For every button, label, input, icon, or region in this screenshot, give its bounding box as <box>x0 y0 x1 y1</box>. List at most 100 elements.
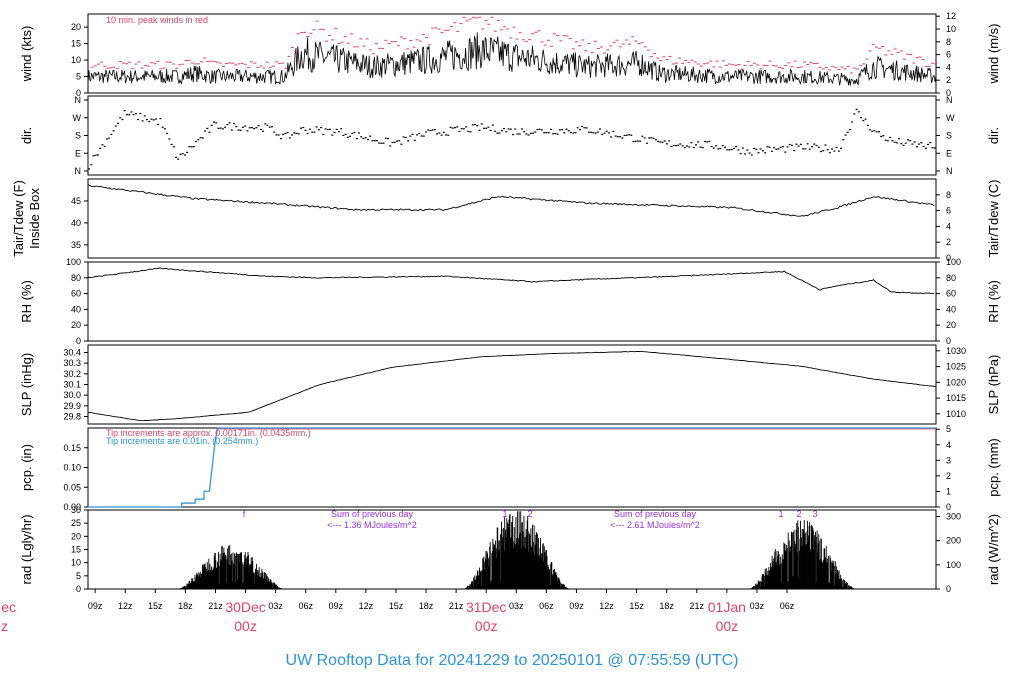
xtick-label: 03z <box>750 601 765 611</box>
ytick-label-wind: 0 <box>76 88 81 98</box>
xtick-label: 21z <box>449 601 464 611</box>
ytick-label-slp: 30.2 <box>63 369 81 379</box>
day-label-hour: 00z <box>234 618 257 634</box>
rad-marker: 2 <box>796 509 801 519</box>
ytick-right-label-wind: 2 <box>946 75 951 85</box>
panel-frame-dir <box>87 95 937 176</box>
xtick-label: 15z <box>629 601 644 611</box>
ytick-right-label-rh: 40 <box>946 304 956 314</box>
xtick-label: 03z <box>509 601 524 611</box>
ytick-label-pcp: 0.00 <box>63 502 81 512</box>
ytick-label-slp: 29.8 <box>63 412 81 422</box>
ytick-right-label-dir: S <box>946 131 952 141</box>
rad-sum-value: <--- 2.61 MJoules/m^2 <box>610 520 700 530</box>
wind-series-line <box>87 32 937 86</box>
ytick-label-rad: 10 <box>71 558 81 568</box>
panel-frame-wind <box>87 13 937 94</box>
ytick-label-rad: 20 <box>71 531 81 541</box>
day-label-hour: 00z <box>716 618 739 634</box>
day-label-hour: 00z <box>475 618 498 634</box>
ytick-label-rh: 100 <box>66 257 81 267</box>
ytick-label-slp: 29.9 <box>63 401 81 411</box>
ytick-right-label-pcp: 2 <box>946 471 951 481</box>
ytick-label-slp: 30.3 <box>63 358 81 368</box>
ytick-right-label-pcp: 0 <box>946 502 951 512</box>
ylabel-right-pcp: pcp. (mm) <box>986 438 1001 497</box>
wind-annotation: 10 min. peak winds in red <box>106 15 208 25</box>
ytick-right-label-rh: 60 <box>946 289 956 299</box>
ytick-label-rad: 25 <box>71 518 81 528</box>
panel-frame-rh <box>87 261 937 342</box>
ytick-right-label-dir: E <box>946 148 952 158</box>
ytick-right-label-rad: 300 <box>946 512 961 522</box>
slp-series-line <box>87 350 937 422</box>
xtick-label: 21z <box>208 601 223 611</box>
ytick-right-label-slp: 1025 <box>946 362 966 372</box>
xtick-label: 09z <box>329 601 344 611</box>
xtick-label: 12z <box>118 601 133 611</box>
ytick-label-wind: 10 <box>71 55 81 65</box>
xtick-label: 18z <box>659 601 674 611</box>
ytick-label-rad: 30 <box>71 505 81 515</box>
ylabel-right-temp: Tair/Tdew (C) <box>986 179 1001 257</box>
pcp-annotation-red: Tip increments are approx. 0.00171in. (0… <box>106 428 311 438</box>
ylabel-right-rh: RH (%) <box>986 280 1001 323</box>
ytick-right-label-pcp: 1 <box>946 486 951 496</box>
ytick-right-label-rh: 80 <box>946 273 956 283</box>
ylabel-temp: Inside Box <box>27 188 42 249</box>
ytick-label-rh: 80 <box>71 273 81 283</box>
temp-series-line <box>87 184 935 217</box>
panel-frame-slp <box>87 344 937 425</box>
edge-day-label-date: ec <box>1 599 16 615</box>
ytick-right-label-wind: 6 <box>946 50 951 60</box>
ytick-label-rh: 60 <box>71 289 81 299</box>
ytick-label-dir: N <box>75 166 82 176</box>
rad-marker: 1 <box>502 509 507 519</box>
xtick-label: 12z <box>599 601 614 611</box>
xtick-label: 06z <box>539 601 554 611</box>
ytick-label-slp: 30.1 <box>63 380 81 390</box>
ytick-right-label-slp: 1010 <box>946 409 966 419</box>
ytick-right-label-dir: N <box>946 95 953 105</box>
footer-title: UW Rooftop Data for 20241229 to 20250101… <box>286 652 739 669</box>
day-label-date: 30Dec <box>225 599 265 615</box>
day-label-date: 01Jan <box>708 599 746 615</box>
ytick-label-pcp: 0.05 <box>63 482 81 492</box>
ytick-right-label-rh: 20 <box>946 320 956 330</box>
ytick-right-label-wind: 0 <box>946 88 951 98</box>
ylabel-right-slp: SLP (hPa) <box>986 355 1001 415</box>
xtick-label: 06z <box>780 601 795 611</box>
pcp-annotation-blue: Tip increments are 0.01in. (0.254mm.) <box>106 436 258 446</box>
rad-sum-label: Sum of previous day <box>331 509 414 519</box>
xtick-label: 09z <box>88 601 103 611</box>
ytick-label-dir: W <box>73 113 82 123</box>
ytick-label-slp: 30.0 <box>63 390 81 400</box>
xtick-label: 18z <box>178 601 193 611</box>
rad-marker: 3 <box>812 509 817 519</box>
ytick-label-temp: 40 <box>71 218 81 228</box>
rad-sum-value: <--- 1.36 MJoules/m^2 <box>327 520 417 530</box>
ytick-label-wind: 5 <box>76 72 81 82</box>
xtick-label: 09z <box>569 601 584 611</box>
ytick-right-label-temp: 8 <box>946 190 951 200</box>
xtick-label: 03z <box>268 601 283 611</box>
xtick-label: 18z <box>419 601 434 611</box>
xtick-label: 06z <box>298 601 313 611</box>
rad-marker: 1 <box>778 509 783 519</box>
ytick-right-label-dir: N <box>946 166 953 176</box>
ytick-right-label-dir: W <box>946 113 955 123</box>
ylabel-right-rad: rad (W/m^2) <box>986 514 1001 585</box>
ytick-right-label-wind: 12 <box>946 11 956 21</box>
xtick-label: 15z <box>148 601 163 611</box>
pcp-blue-line <box>88 427 936 508</box>
ytick-right-label-rad: 100 <box>946 560 961 570</box>
ytick-right-label-pcp: 4 <box>946 440 951 450</box>
ylabel-rh: RH (%) <box>19 280 34 323</box>
ylabel-temp: Tair/Tdew (F) <box>11 180 26 257</box>
rad-marker: f <box>243 509 246 519</box>
ytick-label-pcp: 0.15 <box>63 443 81 453</box>
ytick-right-label-rh: 0 <box>946 336 951 346</box>
ytick-right-label-wind: 4 <box>946 62 951 72</box>
